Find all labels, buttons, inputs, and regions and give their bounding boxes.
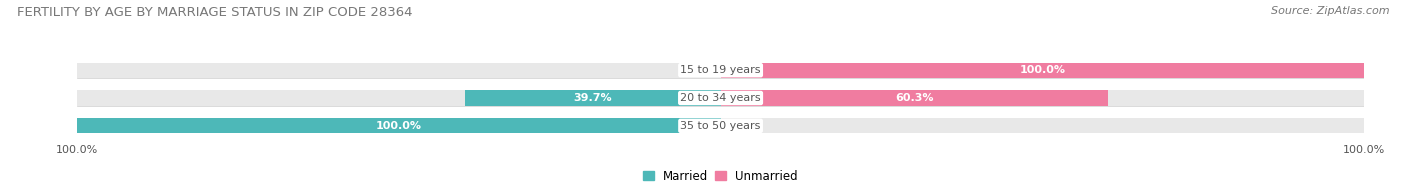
Text: FERTILITY BY AGE BY MARRIAGE STATUS IN ZIP CODE 28364: FERTILITY BY AGE BY MARRIAGE STATUS IN Z… — [17, 6, 412, 19]
Text: 39.7%: 39.7% — [574, 93, 612, 103]
Text: 15 to 19 years: 15 to 19 years — [681, 65, 761, 75]
Text: Source: ZipAtlas.com: Source: ZipAtlas.com — [1271, 6, 1389, 16]
Text: 100.0%: 100.0% — [375, 121, 422, 131]
Bar — [77, 63, 1364, 78]
Text: 100.0%: 100.0% — [1019, 65, 1066, 75]
Bar — [77, 118, 1364, 133]
Legend: Married, Unmarried: Married, Unmarried — [643, 170, 799, 183]
Text: 0.0%: 0.0% — [730, 121, 758, 131]
Text: 0.0%: 0.0% — [683, 65, 711, 75]
Text: 35 to 50 years: 35 to 50 years — [681, 121, 761, 131]
Bar — [77, 90, 1364, 106]
Bar — [721, 63, 1364, 78]
Text: 20 to 34 years: 20 to 34 years — [681, 93, 761, 103]
Text: 60.3%: 60.3% — [896, 93, 934, 103]
Bar — [465, 90, 721, 106]
Bar — [721, 90, 1108, 106]
Bar — [77, 118, 721, 133]
